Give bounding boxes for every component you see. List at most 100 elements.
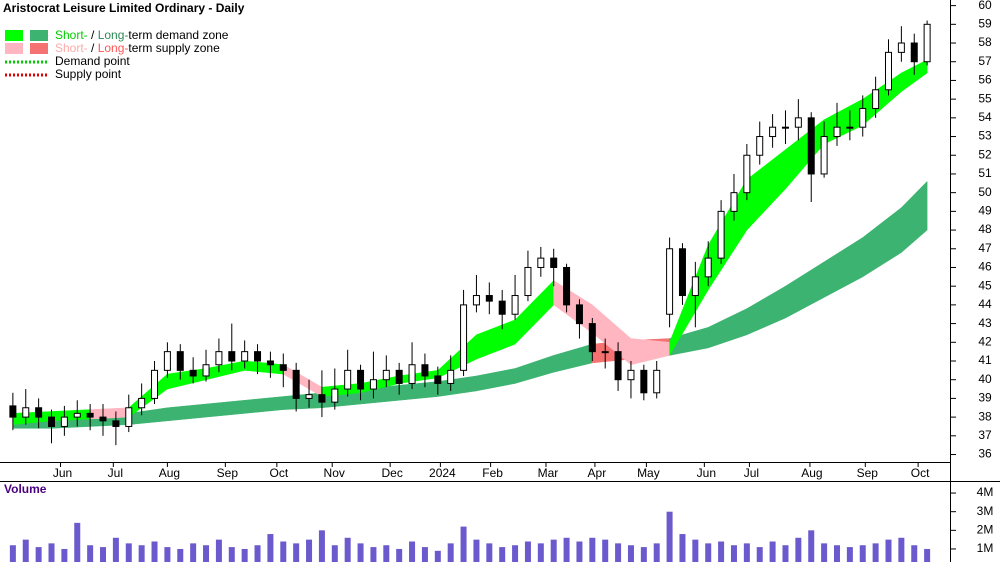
candle-body	[48, 416, 56, 427]
y-tick-label: 37	[978, 428, 992, 442]
candle-body	[807, 117, 815, 175]
candle-body	[35, 407, 43, 418]
volume-bar	[9, 545, 16, 562]
short-term-zone	[89, 407, 130, 420]
candle-body	[820, 136, 828, 175]
volume-bar	[125, 543, 132, 562]
volume-bar	[228, 547, 235, 562]
candle-body	[228, 351, 236, 362]
volume-bar	[112, 537, 119, 562]
y-tick-label: 58	[978, 35, 992, 49]
candle-body	[202, 364, 210, 377]
candle-body	[138, 397, 146, 409]
candle-body	[756, 136, 764, 156]
x-tick-label: Sep	[217, 466, 239, 480]
candle-body	[859, 107, 867, 128]
candle-body	[601, 351, 609, 354]
volume-bar	[331, 545, 338, 562]
short-term-zone	[901, 59, 928, 93]
y-tick-label: 48	[978, 222, 992, 236]
volume-bar	[666, 511, 673, 562]
volume-bar	[177, 548, 184, 562]
volume-bar	[138, 545, 145, 562]
x-tick-label: Feb	[482, 466, 503, 480]
volume-bar	[241, 548, 248, 562]
candle-body	[910, 42, 918, 63]
y-tick-label: 59	[978, 16, 992, 30]
zones	[12, 59, 928, 429]
chart-title: Aristocrat Leisure Limited Ordinary - Da…	[3, 1, 245, 15]
y-tick-label: 49	[978, 204, 992, 218]
candle-body	[357, 369, 365, 390]
volume-bar	[357, 543, 364, 562]
volume-bar	[756, 547, 763, 562]
y-tick-label: 39	[978, 391, 992, 405]
y-tick-label: 45	[978, 278, 992, 292]
volume-bar	[151, 541, 158, 562]
candle-body	[189, 369, 197, 377]
volume-bar	[795, 537, 802, 562]
volume-bar	[872, 543, 879, 562]
volume-title: Volume	[4, 482, 47, 496]
volume-bar	[524, 541, 531, 562]
y-tick-label: 53	[978, 129, 992, 143]
candle-body	[691, 276, 699, 297]
volume-bar	[318, 530, 325, 562]
candle-body	[704, 257, 712, 278]
volume-bar	[782, 545, 789, 562]
candle-body	[447, 369, 455, 384]
volume-bar	[615, 543, 622, 562]
candle-body	[331, 388, 339, 403]
volume-bar	[447, 543, 454, 562]
short-term-zone	[51, 409, 91, 422]
x-tick-label: Oct	[270, 466, 289, 480]
legend-swatch	[5, 43, 23, 54]
legend-text: /	[88, 28, 98, 42]
legend-swatch	[30, 43, 48, 54]
volume-bar	[396, 548, 403, 562]
long-term-zone	[901, 180, 928, 254]
candle-body	[266, 360, 274, 366]
volume-bar	[460, 526, 467, 562]
candle-body	[846, 126, 854, 129]
y-tick-label: 55	[978, 91, 992, 105]
volume-bar	[885, 539, 892, 562]
volume-pane	[9, 511, 931, 562]
volume-tick-label: 4M	[977, 485, 994, 499]
volume-bar	[512, 545, 519, 562]
volume-bar	[87, 545, 94, 562]
candle-body	[743, 154, 751, 194]
y-tick-label: 42	[978, 334, 992, 348]
volume-bar	[730, 545, 737, 562]
volume-tick-label: 3M	[977, 504, 994, 518]
candle-body	[666, 248, 674, 315]
volume-bar	[22, 539, 29, 562]
candle-body	[627, 369, 635, 381]
candle-body	[60, 416, 68, 427]
candle-body	[730, 192, 738, 212]
volume-bar	[486, 543, 493, 562]
volume-bar	[653, 543, 660, 562]
candle-body	[794, 117, 802, 128]
candle-body	[511, 295, 519, 315]
candle-body	[254, 351, 262, 362]
volume-bar	[190, 543, 197, 562]
y-tick-label: 57	[978, 54, 992, 68]
x-tick-label: Nov	[324, 466, 345, 480]
candle-body	[163, 351, 171, 371]
candle-body	[498, 300, 506, 315]
y-tick-label: 44	[978, 297, 992, 311]
volume-bar	[602, 539, 609, 562]
candle-body	[485, 295, 493, 302]
candle-body	[781, 126, 789, 129]
legend-label: Supply point	[55, 67, 122, 81]
y-tick-label: 60	[978, 0, 992, 12]
legend-swatch	[30, 30, 48, 41]
volume-bar	[692, 539, 699, 562]
volume-bar	[215, 539, 222, 562]
candle-body	[176, 351, 184, 371]
candle-body	[215, 351, 223, 366]
candle-body	[151, 369, 159, 399]
